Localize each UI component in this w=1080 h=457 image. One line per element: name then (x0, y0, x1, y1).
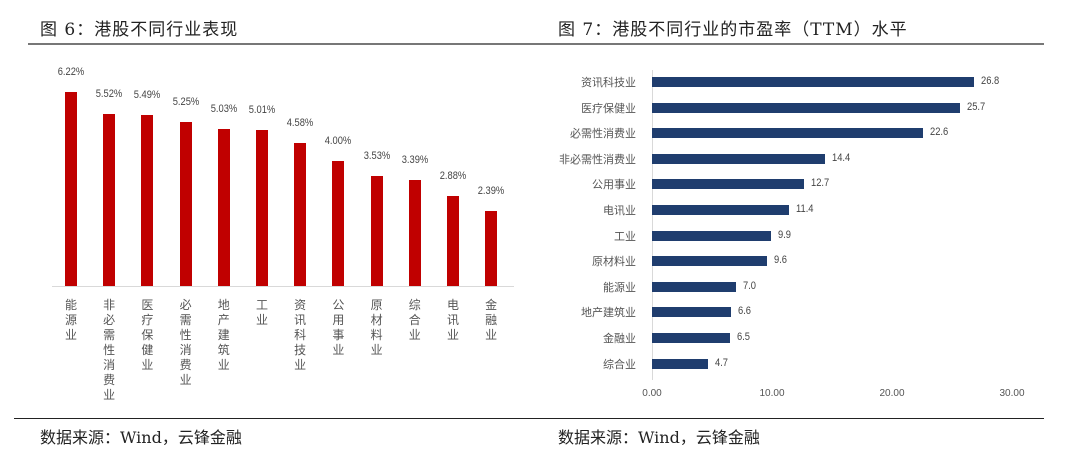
category-label: 地产建筑业 (217, 298, 230, 372)
bar (652, 179, 805, 190)
bar (652, 358, 709, 369)
category-label: 能源业 (64, 298, 77, 342)
bar (408, 180, 421, 286)
figure-7-title: 图 7：港股不同行业的市盈率（TTM）水平 (558, 20, 908, 40)
bar (217, 129, 230, 286)
bar (652, 205, 789, 215)
bar-value-label: 25.7 (967, 100, 986, 113)
category-label: 工业 (255, 298, 268, 327)
figure-6-source: 数据来源：Wind，云锋金融 (40, 428, 242, 447)
bar-value-label: 5.25% (172, 96, 199, 109)
category-label: 医疗保健业 (581, 101, 636, 115)
category-label: 金融业 (603, 332, 636, 345)
bar-value-label: 3.53% (363, 149, 390, 162)
bar (652, 256, 768, 267)
x-axis-baseline (52, 286, 514, 287)
bar (370, 175, 383, 286)
x-tick-label: 30.00 (999, 388, 1025, 399)
bar-value-label: 7.0 (743, 279, 757, 292)
category-label: 金融业 (485, 298, 498, 342)
bar-value-label: 5.52% (95, 87, 123, 100)
category-label: 原材料业 (592, 255, 636, 269)
category-label: 必需性消费业 (570, 127, 636, 141)
bar (294, 143, 307, 286)
category-label: 能源业 (603, 280, 636, 294)
bar (652, 153, 825, 164)
bar (652, 230, 771, 241)
category-label: 工业 (614, 229, 636, 243)
bar-value-label: 5.49% (134, 88, 161, 101)
category-label: 公用事业 (592, 178, 636, 192)
bar-value-label: 2.39% (477, 185, 505, 198)
bar-value-label: 5.01% (248, 103, 276, 116)
figure-6-title: 图 6：港股不同行业表现 (40, 20, 239, 40)
category-label: 资讯科技业 (581, 76, 636, 89)
bar (179, 122, 192, 286)
category-label: 地产建筑业 (581, 306, 636, 320)
x-tick-label: 20.00 (879, 388, 905, 399)
bar (65, 91, 77, 286)
bar-value-label: 9.6 (774, 254, 788, 267)
bar (332, 161, 345, 286)
figure-6-title-rule (28, 43, 540, 45)
bar (652, 281, 736, 292)
x-tick-label: 10.00 (759, 388, 785, 399)
bar-value-label: 6.5 (737, 331, 751, 343)
category-label: 非必需性消费业 (103, 298, 116, 402)
bar (652, 77, 974, 87)
category-label: 非必需性消费业 (559, 152, 636, 166)
bar-value-label: 12.7 (811, 177, 830, 190)
bar (256, 129, 268, 286)
category-label: 综合业 (603, 357, 636, 371)
bar-value-label: 6.22% (57, 65, 85, 78)
bar-value-label: 11.4 (795, 203, 814, 215)
y-axis-line (652, 70, 653, 380)
category-label: 医疗保健业 (141, 298, 154, 372)
bar (485, 211, 498, 286)
category-label: 公用事业 (332, 298, 345, 357)
figure-7-title-rule (540, 43, 1044, 45)
bar-value-label: 4.7 (715, 356, 729, 369)
bar (141, 114, 154, 286)
bar (103, 113, 116, 286)
bar-value-label: 2.88% (439, 170, 467, 183)
bar-value-label: 9.9 (777, 228, 791, 241)
bar-value-label: 26.8 (980, 75, 999, 87)
bar-value-label: 22.6 (930, 126, 949, 139)
bar-value-label: 6.6 (738, 305, 752, 318)
bar (447, 196, 459, 286)
bar (652, 307, 732, 318)
industry-performance-chart: 6.22% 能源业 5.52% 非必需性消费业 5.49% 医疗保健业 5.25% 必需性消费… (0, 0, 540, 410)
category-label: 原材料业 (370, 298, 383, 357)
bar-value-label: 14.4 (831, 151, 851, 164)
category-label: 电讯业 (446, 298, 459, 342)
bar-value-label: 3.39% (401, 154, 429, 167)
category-label: 必需性消费业 (179, 298, 192, 387)
bar-value-label: 4.00% (325, 135, 352, 148)
x-tick-label: 0.00 (642, 388, 662, 399)
pe-ratio-chart: 26.8 资讯科技业 25.7 医疗保健业 22.6 必需性消费业 14.4 非必需性消费业 1… (559, 70, 1025, 399)
category-label: 电讯业 (603, 204, 636, 217)
bar (652, 128, 924, 139)
figure-7-source: 数据来源：Wind，云锋金融 (558, 428, 760, 447)
bar (652, 333, 730, 343)
bottom-rule (14, 418, 1044, 419)
category-label: 综合业 (408, 298, 421, 342)
category-label: 资讯科技业 (294, 298, 307, 372)
bar-value-label: 4.58% (286, 117, 314, 130)
bar (652, 102, 961, 113)
bar-value-label: 5.03% (210, 103, 238, 116)
